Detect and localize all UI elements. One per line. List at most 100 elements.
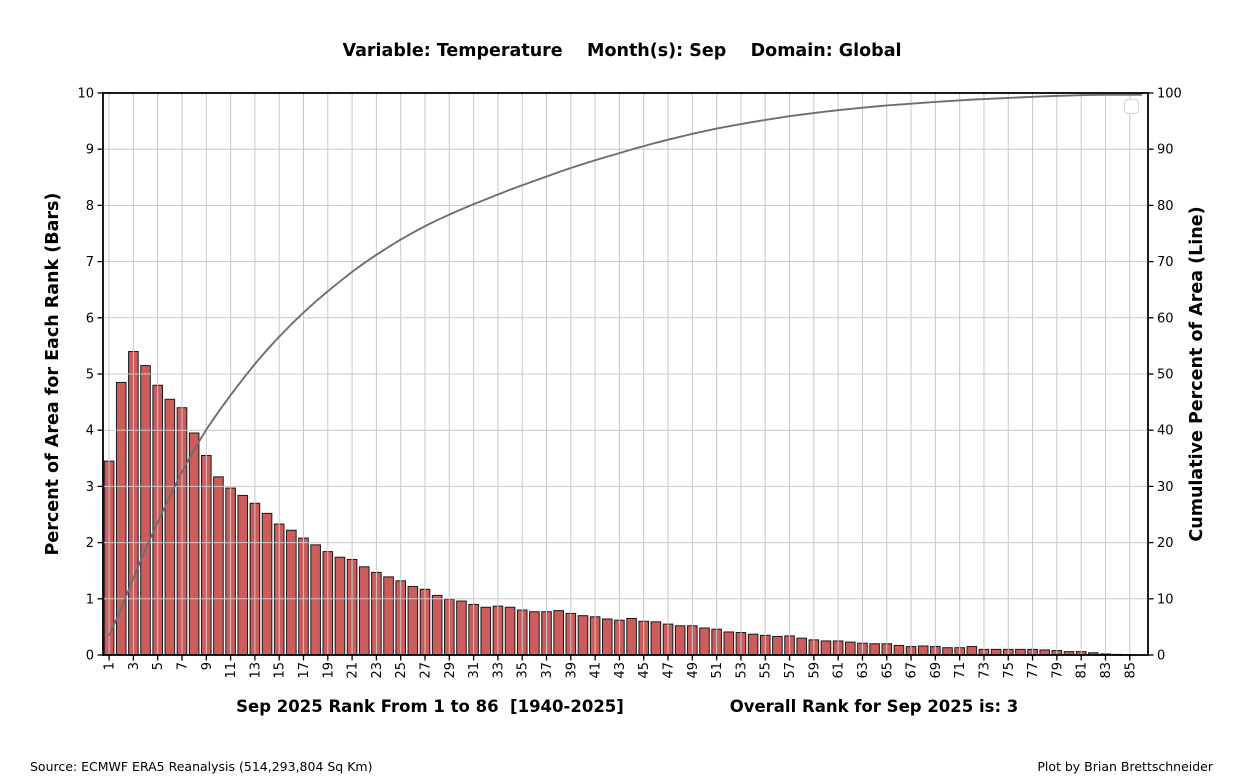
rank-bar bbox=[480, 606, 492, 656]
x-tick-label: 9 bbox=[200, 662, 215, 670]
right-tick-label: 80 bbox=[1157, 199, 1174, 214]
rank-bar bbox=[942, 647, 953, 656]
chart-title: Variable: Temperature Month(s): Sep Doma… bbox=[342, 41, 901, 61]
x-tick-label: 29 bbox=[443, 662, 458, 679]
x-tick-label: 33 bbox=[491, 662, 506, 679]
x-tick-label: 39 bbox=[564, 662, 579, 679]
right-tick-label: 100 bbox=[1157, 87, 1182, 102]
x-tick-label: 27 bbox=[419, 662, 434, 679]
author-credit: Plot by Brian Brettschneider bbox=[1037, 759, 1214, 774]
rank-bar bbox=[577, 615, 589, 656]
rank-bar bbox=[820, 640, 832, 656]
rank-bar bbox=[358, 566, 370, 656]
x-tick-label: 69 bbox=[929, 662, 944, 679]
x-axis-caption: Sep 2025 Rank From 1 to 86 [1940-2025] bbox=[236, 697, 624, 716]
rank-bar bbox=[893, 644, 905, 656]
x-tick-label: 59 bbox=[807, 662, 822, 679]
rank-bar bbox=[553, 610, 564, 656]
right-axis-label: Cumulative Percent of Area (Line) bbox=[1187, 206, 1207, 541]
x-tick-label: 23 bbox=[370, 662, 385, 679]
cumulative-line bbox=[108, 93, 1142, 636]
x-tick-label: 49 bbox=[686, 662, 701, 679]
left-tick-label: 3 bbox=[86, 480, 94, 495]
left-axis-label: Percent of Area for Each Rank (Bars) bbox=[43, 193, 63, 556]
x-tick-label: 37 bbox=[540, 662, 555, 679]
left-tick-label: 7 bbox=[86, 255, 94, 270]
rank-bar bbox=[845, 641, 856, 656]
rank-bar bbox=[188, 432, 200, 656]
x-tick-label: 31 bbox=[467, 662, 482, 679]
rank-bar bbox=[164, 398, 176, 656]
rank-bar bbox=[383, 576, 394, 656]
x-tick-label: 41 bbox=[589, 662, 604, 679]
rank-bar bbox=[504, 606, 516, 656]
source-credit: Source: ECMWF ERA5 Reanalysis (514,293,8… bbox=[30, 759, 372, 774]
x-tick-label: 47 bbox=[662, 662, 677, 679]
x-tick-label: 77 bbox=[1026, 662, 1041, 679]
right-tick-label: 20 bbox=[1157, 536, 1174, 551]
x-tick-label: 13 bbox=[248, 662, 263, 679]
x-tick-label: 35 bbox=[516, 662, 531, 679]
left-tick-label: 2 bbox=[86, 536, 94, 551]
rank-bar bbox=[140, 365, 151, 656]
rank-bar bbox=[261, 512, 273, 656]
rank-bar bbox=[966, 646, 978, 656]
rank-bar bbox=[529, 611, 540, 656]
left-tick-label: 0 bbox=[86, 649, 94, 664]
rank-bar bbox=[626, 617, 637, 656]
x-tick-label: 17 bbox=[297, 662, 312, 679]
x-tick-label: 3 bbox=[127, 662, 142, 670]
x-tick-label: 67 bbox=[905, 662, 920, 679]
rank-bar bbox=[796, 637, 807, 656]
right-tick-label: 30 bbox=[1157, 480, 1174, 495]
right-tick-label: 40 bbox=[1157, 424, 1174, 439]
x-tick-label: 61 bbox=[832, 662, 847, 679]
x-tick-label: 55 bbox=[759, 662, 774, 679]
right-tick-label: 10 bbox=[1157, 592, 1174, 607]
rank-bar bbox=[869, 643, 880, 656]
x-tick-label: 15 bbox=[273, 662, 288, 679]
x-tick-label: 65 bbox=[880, 662, 895, 679]
right-tick-label: 70 bbox=[1157, 255, 1174, 270]
x-tick-label: 5 bbox=[151, 662, 166, 670]
x-tick-label: 71 bbox=[953, 662, 968, 679]
rank-bar bbox=[917, 645, 929, 656]
right-tick-label: 50 bbox=[1157, 368, 1174, 383]
right-tick-label: 90 bbox=[1157, 143, 1174, 158]
rank-bar bbox=[213, 476, 224, 656]
left-tick-label: 8 bbox=[86, 199, 94, 214]
rank-bar bbox=[286, 529, 297, 656]
x-tick-label: 57 bbox=[783, 662, 798, 679]
rank-bar bbox=[431, 594, 443, 656]
rank-bar bbox=[699, 627, 710, 656]
x-tick-label: 43 bbox=[613, 662, 628, 679]
rank-bar bbox=[674, 625, 686, 656]
x-tick-label: 45 bbox=[637, 662, 652, 679]
x-tick-label: 83 bbox=[1099, 662, 1114, 679]
x-tick-label: 53 bbox=[734, 662, 749, 679]
x-tick-label: 85 bbox=[1123, 662, 1138, 679]
rank-bar bbox=[456, 600, 467, 656]
left-tick-label: 5 bbox=[86, 368, 94, 383]
rank-bar bbox=[310, 544, 321, 656]
x-tick-label: 19 bbox=[321, 662, 336, 679]
x-tick-label: 25 bbox=[394, 662, 409, 679]
x-tick-label: 11 bbox=[224, 662, 239, 679]
x-tick-label: 63 bbox=[856, 662, 871, 679]
rank-bar bbox=[772, 635, 783, 656]
left-tick-label: 6 bbox=[86, 311, 94, 326]
x-tick-label: 81 bbox=[1075, 662, 1090, 679]
x-tick-label: 1 bbox=[103, 662, 118, 670]
right-tick-label: 0 bbox=[1157, 649, 1165, 664]
rank-bar bbox=[747, 633, 759, 656]
x-tick-label: 75 bbox=[1002, 662, 1017, 679]
right-tick-label: 60 bbox=[1157, 311, 1174, 326]
left-tick-label: 9 bbox=[86, 143, 94, 158]
legend-box bbox=[1123, 98, 1140, 115]
x-tick-label: 21 bbox=[346, 662, 361, 679]
rank-bar bbox=[334, 556, 346, 656]
rank-bar bbox=[723, 631, 735, 656]
x-tick-label: 79 bbox=[1050, 662, 1065, 679]
